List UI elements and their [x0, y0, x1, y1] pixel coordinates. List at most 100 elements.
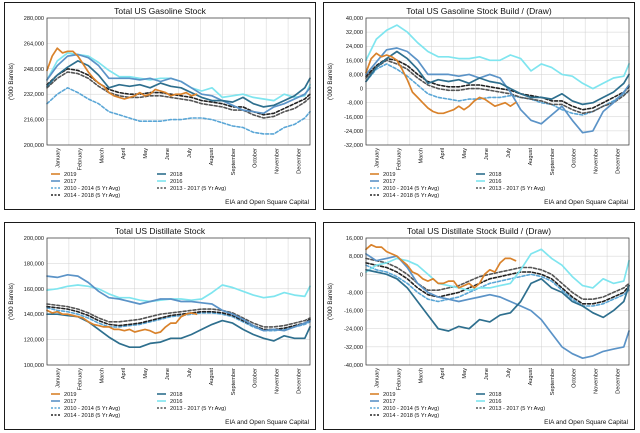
x-tick-label: March [418, 368, 424, 384]
legend-label: 2016 [489, 179, 501, 185]
legend-label: 2014 - 2018 (5 Yr Avg) [64, 413, 120, 419]
legend-label: 2016 [170, 179, 182, 185]
x-tick-label: June [165, 148, 171, 160]
y-axis-label: ('000 Barrels) [327, 63, 334, 100]
x-tick-label: February [77, 148, 83, 171]
x-tick-label: May [143, 148, 149, 159]
legend-label: 2018 [489, 392, 501, 398]
x-tick-label: April [440, 148, 446, 159]
series-line-avg-2014-2018 [46, 68, 311, 116]
y-tick-label: -32,000 [344, 345, 363, 351]
series-line-2019 [46, 309, 198, 335]
x-tick-label: August [528, 368, 534, 386]
x-tick-label: October [572, 368, 578, 388]
y-tick-label: 8,000 [349, 72, 363, 78]
x-tick-label: September [550, 368, 556, 395]
y-tick-label: -32,000 [344, 143, 363, 149]
x-tick-label: December [297, 148, 303, 174]
series-line-2017 [365, 47, 630, 134]
chart-panel-distillate-build-draw: Total US Distillate Stock Build / (Draw)… [323, 222, 635, 430]
source-note: EIA and Open Square Capital [544, 419, 628, 426]
x-tick-label: February [396, 368, 402, 391]
y-axis-label: ('000 Barrels) [327, 283, 334, 320]
x-tick-label: June [165, 368, 171, 380]
legend-label: 2019 [383, 172, 395, 178]
legend-label: 2010 - 2014 (5 Yr Avg) [64, 406, 120, 412]
plot-frame [365, 17, 630, 146]
legend-label: 2013 - 2017 (5 Yr Avg) [170, 406, 226, 412]
x-tick-label: January [375, 368, 381, 388]
chart-panel-gasoline-stock: Total US Gasoline Stock 200,000 216,000 232… [4, 2, 316, 210]
legend-label: 2013 - 2017 (5 Yr Avg) [489, 186, 545, 192]
x-tick-label: May [462, 368, 468, 379]
x-tick-label: July [187, 368, 193, 378]
series-line-2018 [365, 268, 630, 332]
x-tick-label: September [231, 148, 237, 175]
x-tick-label: November [275, 148, 281, 174]
series-line-2016 [365, 24, 630, 90]
legend-label: 2016 [170, 399, 182, 405]
y-tick-label: 120,000 [24, 338, 44, 344]
series-line-2017 [46, 273, 311, 332]
series-line-2017 [46, 53, 311, 115]
chart-panel-distillate-stock: Total US Distillate Stock 100,000 120,000 1… [4, 222, 316, 430]
legend-label: 2018 [170, 172, 182, 178]
y-tick-label: -24,000 [344, 129, 363, 135]
x-tick-label: August [209, 148, 215, 166]
legend-label: 2019 [64, 392, 76, 398]
x-tick-label: November [594, 148, 600, 174]
chart-svg: Total US Gasoline Stock 200,000 216,000 232… [8, 6, 311, 206]
plot-frame [46, 17, 311, 146]
x-tick-label: April [440, 368, 446, 379]
y-tick-label: -8,000 [347, 101, 363, 107]
y-tick-label: 280,000 [24, 16, 44, 22]
x-tick-label: September [550, 148, 556, 175]
x-tick-label: August [528, 148, 534, 166]
y-tick-label: -16,000 [344, 115, 363, 121]
chart-svg: Total US Distillate Stock 100,000 120,000 1… [8, 226, 311, 426]
y-tick-label: 100,000 [24, 363, 44, 369]
series-line-avg-2010-2014 [46, 307, 311, 332]
y-axis-label: ('000 Barrels) [8, 283, 15, 320]
y-tick-label: 32,000 [346, 30, 363, 36]
y-tick-label: -24,000 [344, 327, 363, 333]
legend-label: 2019 [64, 172, 76, 178]
x-tick-label: December [616, 148, 622, 174]
y-tick-label: 200,000 [24, 143, 44, 149]
legend-label: 2017 [383, 399, 395, 405]
legend-label: 2018 [489, 172, 501, 178]
legend-label: 2014 - 2018 (5 Yr Avg) [383, 413, 439, 419]
plot-frame [46, 237, 311, 366]
y-tick-label: 140,000 [24, 312, 44, 318]
x-tick-label: October [572, 148, 578, 168]
series-line-avg-2013-2017 [365, 257, 630, 300]
y-tick-label: 160,000 [24, 287, 44, 293]
x-tick-label: January [375, 148, 381, 168]
series-line-avg-2013-2017 [365, 59, 630, 115]
chart-title: Total US Distillate Stock [115, 226, 206, 236]
y-tick-label: 232,000 [24, 92, 44, 98]
x-tick-label: May [143, 368, 149, 379]
y-tick-label: -16,000 [344, 309, 363, 315]
series-line-avg-2014-2018 [365, 57, 630, 111]
legend-label: 2017 [64, 179, 76, 185]
legend-label: 2010 - 2014 (5 Yr Avg) [383, 186, 439, 192]
x-tick-label: March [99, 148, 105, 164]
legend-label: 2010 - 2014 (5 Yr Avg) [383, 406, 439, 412]
series-line-avg-2014-2018 [365, 262, 630, 305]
x-tick-label: February [77, 368, 83, 391]
y-tick-label: 200,000 [24, 236, 44, 242]
x-tick-label: September [231, 368, 237, 395]
x-tick-label: July [187, 148, 193, 158]
y-tick-label: 264,000 [24, 41, 44, 47]
x-tick-label: December [616, 368, 622, 394]
x-tick-label: October [253, 148, 259, 168]
x-tick-label: August [209, 368, 215, 386]
x-tick-label: March [99, 368, 105, 384]
y-tick-label: 40,000 [346, 16, 363, 22]
x-tick-label: February [396, 148, 402, 171]
legend-label: 2013 - 2017 (5 Yr Avg) [489, 406, 545, 412]
series-line-2016 [46, 284, 311, 303]
x-tick-label: November [594, 368, 600, 394]
y-tick-label: -8,000 [347, 290, 363, 296]
